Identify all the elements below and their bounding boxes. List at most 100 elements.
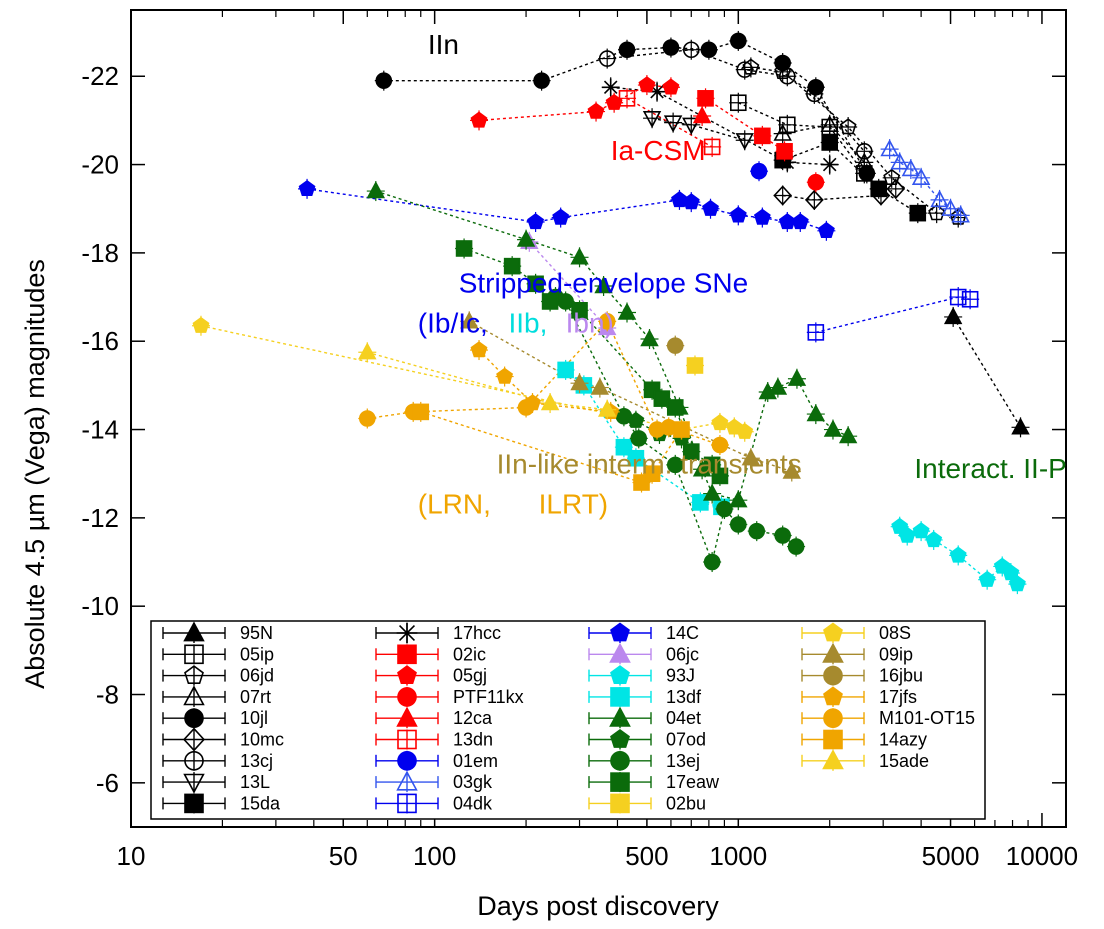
y-tick-label: -6 — [96, 768, 119, 798]
legend-marker-13df — [610, 687, 630, 707]
data-point-15ade — [597, 399, 617, 417]
legend-marker-05ip — [184, 644, 204, 665]
data-point-17hcc — [821, 155, 839, 174]
legend-marker-07rt — [183, 685, 205, 706]
data-point-02ic — [697, 90, 714, 107]
data-point-02ic — [776, 143, 793, 160]
data-point-13l — [682, 117, 701, 135]
data-point-13ej — [748, 522, 766, 540]
y-tick-label: -20 — [81, 150, 119, 180]
annotation-stripped-envelope-sne: Stripped-envelope SNe — [459, 268, 749, 299]
data-point-13cj — [598, 50, 616, 67]
series-line-15da — [782, 141, 919, 214]
data-point-15ade — [358, 342, 377, 360]
data-point-13df — [557, 361, 574, 379]
data-point-15ade — [540, 393, 560, 411]
data-point-04et — [516, 229, 536, 247]
legend-label-14azy: 14azy — [879, 730, 927, 750]
data-point-13l — [642, 111, 662, 129]
data-point-13ej — [630, 430, 648, 447]
data-point-09ip — [460, 311, 479, 329]
legend-marker-15da — [184, 793, 204, 814]
data-point-04et — [702, 483, 722, 501]
data-point-13ej — [703, 553, 721, 571]
data-point-17hcc — [648, 83, 666, 101]
data-point-14c — [817, 221, 835, 238]
legend-label-04dk: 04dk — [453, 793, 493, 813]
data-point-95n — [943, 307, 963, 325]
data-point-17eaw — [682, 443, 700, 460]
plot-frame — [130, 9, 1067, 828]
data-point-93j — [1002, 564, 1020, 581]
data-point-04et — [806, 404, 826, 422]
data-point-m101-ot15 — [711, 436, 729, 454]
data-point-13l — [663, 115, 683, 133]
data-point-05gj — [605, 93, 623, 110]
annotation-ilrt-: ILRT) — [539, 488, 609, 519]
data-point-17hcc — [602, 78, 620, 96]
annotation-iin: IIn — [428, 29, 459, 60]
series-line-04dk — [815, 296, 971, 334]
data-point-14c — [552, 208, 570, 225]
data-point-13dn — [703, 138, 721, 156]
legend-label-14c: 14C — [666, 623, 699, 643]
data-point-10jl — [730, 32, 747, 50]
legend-marker-ptf11kx — [397, 687, 417, 707]
data-point-13cj — [736, 61, 754, 78]
legend-label-15ade: 15ade — [879, 751, 929, 771]
data-point-08s — [192, 316, 210, 333]
data-point-01em — [750, 162, 768, 180]
series-line-95n — [952, 316, 1022, 428]
data-point-02ic — [754, 127, 771, 145]
data-point-17jfs — [496, 367, 514, 384]
data-point-10jl — [858, 165, 876, 182]
data-point-04et — [838, 426, 858, 444]
annotation-iib-: IIb, — [508, 307, 547, 338]
legend-marker-14azy — [823, 729, 843, 750]
data-point-13cj — [806, 85, 823, 103]
series-line-15ade — [367, 351, 608, 411]
legend-label-m101-ot15: M101-OT15 — [879, 708, 975, 728]
data-point-93j — [978, 570, 996, 587]
annotation-interact-ii-p: Interact. II-P — [914, 453, 1067, 484]
legend-marker-03gk — [396, 770, 418, 791]
data-point-08s — [711, 414, 729, 431]
data-point-07rt — [773, 123, 792, 141]
legend-label-06jd: 06jd — [240, 666, 274, 686]
legend-label-13ej: 13ej — [666, 751, 700, 771]
data-point-04dk — [961, 290, 979, 308]
legend-label-13dn: 13dn — [453, 730, 493, 750]
data-point-13ej — [787, 538, 805, 555]
data-point-05gj — [638, 76, 656, 93]
data-point-09ip — [590, 377, 610, 395]
legend-label-02bu: 02bu — [666, 793, 706, 813]
series-line-17jfs — [478, 349, 611, 413]
data-point-ptf11kx — [807, 173, 825, 191]
series-markers — [191, 30, 1030, 595]
legend-marker-16jbu — [823, 665, 843, 686]
data-point-13ej — [666, 456, 684, 474]
data-point-13ej — [716, 500, 733, 518]
data-point-m101-ot15 — [517, 399, 535, 416]
data-point-04et — [594, 276, 613, 294]
data-point-13ej — [774, 527, 791, 544]
series-line-13cj — [607, 48, 865, 152]
legend-marker-08s — [823, 622, 843, 642]
legend-label-08s: 08S — [879, 623, 911, 643]
legend-label-93j: 93J — [666, 666, 695, 686]
data-point-14c — [702, 199, 719, 216]
data-point-07rt — [820, 114, 839, 132]
data-point-16jbu — [666, 337, 684, 354]
data-point-17hcc — [778, 153, 796, 171]
legend-marker-17hcc — [396, 622, 418, 644]
data-point-04et — [617, 302, 637, 320]
data-point-17eaw — [541, 293, 559, 310]
legend-marker-17jfs — [823, 686, 843, 706]
legend-marker-13ej — [610, 750, 630, 771]
data-point-13dn — [618, 90, 636, 107]
data-point-17eaw — [653, 390, 671, 407]
data-point-04et — [729, 490, 748, 508]
legend-label-06jc: 06jc — [666, 644, 699, 664]
data-point-09ip — [570, 373, 589, 391]
legend-label-16jbu: 16jbu — [879, 666, 923, 686]
